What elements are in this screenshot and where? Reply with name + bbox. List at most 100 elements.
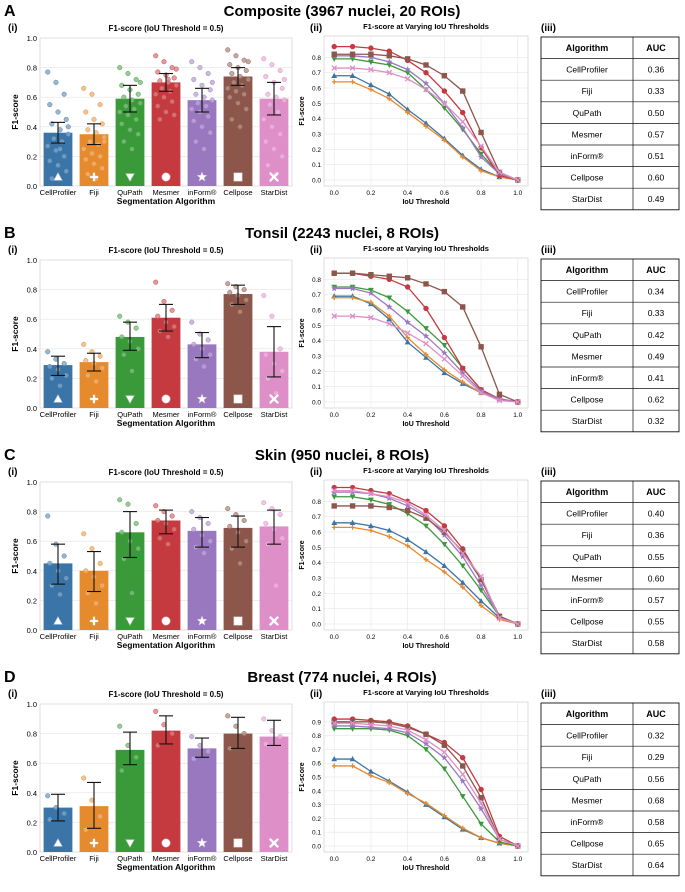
triangle-up-marker: [349, 519, 356, 526]
bar-y-axis-label: F1-score: [10, 760, 20, 796]
series-point: [331, 51, 337, 57]
series-point: [459, 124, 467, 131]
y-tick-label: 1.0: [27, 700, 37, 709]
data-point: [135, 91, 141, 97]
square-marker: [478, 129, 484, 136]
square-marker: [349, 51, 356, 57]
series-point: [441, 569, 447, 575]
table-cell-auc: 0.36: [648, 530, 665, 540]
line-y-axis-label: F1-score: [299, 540, 306, 569]
plus-marker: [350, 295, 355, 301]
data-point: [53, 79, 59, 85]
table-cell-algorithm: Fiji: [582, 530, 593, 540]
bar-mesmer: [151, 82, 181, 186]
table-cell-algorithm: CellProfiler: [566, 65, 608, 75]
circle-marker: [331, 43, 337, 50]
data-point: [161, 94, 167, 100]
auc-table: Algorithm AUC CellProfiler 0.34 Fiji 0.33 QuPa…: [540, 258, 680, 433]
data-point: [235, 100, 241, 106]
triangle-up-marker: [349, 756, 356, 762]
x-marker: [423, 340, 429, 347]
series-point: [423, 340, 429, 347]
series-point: [460, 304, 466, 310]
circle-marker: [404, 284, 411, 290]
data-point: [279, 535, 285, 541]
panel-letter: D: [4, 669, 16, 686]
data-point: [189, 734, 195, 740]
subpanel-label-bar: (i): [8, 467, 17, 478]
data-point: [47, 364, 53, 370]
series-point: [404, 284, 411, 290]
data-point: [97, 102, 103, 108]
data-point: [89, 91, 95, 97]
data-point: [123, 103, 129, 109]
data-point: [233, 88, 239, 94]
triangle-down-marker: [368, 59, 374, 65]
plus-marker: [386, 780, 392, 785]
data-point: [93, 378, 99, 384]
bar-symbol-stardist: [268, 393, 280, 405]
series-point: [331, 79, 337, 85]
series-point: [386, 320, 393, 327]
y-tick-label: 0.2: [27, 152, 37, 161]
triangle-down-marker: [478, 588, 484, 594]
y-tick-label: 0.0: [312, 400, 321, 407]
bar-symbol-qupath: [125, 839, 135, 848]
data-point: [45, 513, 51, 519]
x-tick-label: StarDist: [261, 188, 289, 197]
bar-symbol-qupath: [125, 617, 135, 626]
panel-d: D Breast (774 nuclei, 4 ROIs) (i) (ii) (iii)…: [4, 669, 680, 877]
series-point: [349, 51, 356, 57]
series-point: [459, 771, 466, 778]
table-cell-auc: 0.55: [648, 617, 665, 627]
x-tick-label: inForm®: [188, 410, 217, 419]
data-point: [159, 85, 165, 91]
series-point: [478, 800, 484, 807]
x-tick-label: Cellpose: [223, 410, 252, 419]
y-tick-label: 0.8: [312, 277, 321, 284]
y-tick-label: 0.4: [27, 789, 37, 798]
y-tick-label: 0.1: [312, 606, 321, 613]
series-point: [404, 339, 411, 345]
data-point: [99, 365, 105, 371]
y-tick-label: 0.8: [27, 730, 37, 739]
triangle-up-marker: [459, 579, 466, 585]
star-marker: [404, 66, 412, 73]
series-point: [514, 621, 521, 627]
star-marker: [440, 349, 448, 356]
series-point: [441, 137, 447, 143]
y-tick-label: 0.2: [312, 369, 321, 376]
data-point: [277, 346, 283, 352]
x-marker: [368, 721, 374, 728]
x-marker: [514, 843, 521, 849]
data-point: [271, 146, 277, 152]
data-point: [225, 85, 231, 91]
data-point: [199, 82, 205, 88]
series-point: [441, 343, 448, 349]
x-marker: [423, 736, 429, 743]
series-point: [349, 720, 356, 727]
x-tick-label: 0.8: [477, 634, 486, 641]
series-point: [423, 352, 429, 357]
table-cell-algorithm: Mesmer: [572, 795, 603, 805]
x-marker: [459, 373, 466, 379]
x-tick-label: inForm®: [188, 188, 217, 197]
series-point: [441, 105, 448, 111]
square-marker: [496, 391, 503, 398]
star-marker: [196, 837, 208, 848]
y-tick-label: 0.7: [312, 747, 321, 754]
square-marker: [478, 794, 484, 801]
square-marker: [331, 270, 337, 276]
x-tick-label: 1.0: [513, 190, 522, 197]
square-marker: [441, 288, 448, 295]
data-point: [49, 375, 55, 381]
series-point: [368, 773, 374, 779]
table-cell-algorithm: Mesmer: [572, 129, 603, 139]
data-point: [117, 109, 123, 115]
data-point: [203, 103, 209, 109]
bar-symbol-cellprofiler: [53, 172, 63, 181]
data-point: [241, 517, 247, 524]
data-point: [99, 583, 105, 589]
data-point: [133, 325, 139, 331]
plus-marker: [368, 299, 374, 305]
